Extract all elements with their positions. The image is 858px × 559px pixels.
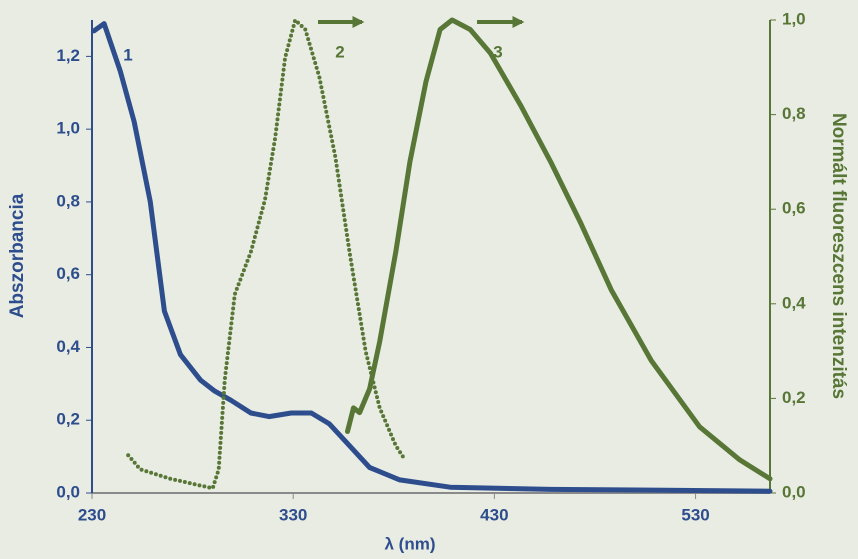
y2-tick-label: 0,8	[782, 104, 806, 123]
x-tick-label: 530	[681, 505, 709, 524]
series-line	[126, 18, 406, 491]
y-tick-label: 0,0	[56, 482, 80, 501]
series-line	[91, 21, 773, 494]
series-label: 1	[123, 45, 132, 64]
y-tick-label: 0,6	[56, 264, 80, 283]
y-tick-label: 1,0	[56, 119, 80, 138]
y-tick-label: 1,2	[56, 46, 80, 65]
series-label: 2	[335, 42, 344, 61]
y-tick-label: 0,4	[56, 337, 80, 356]
y-tick-label: 0,2	[56, 410, 80, 429]
x-tick-label: 230	[78, 505, 106, 524]
y-axis-title: Abszorbancia	[7, 193, 28, 318]
y2-tick-label: 1,0	[782, 9, 806, 28]
y2-tick-label: 0,6	[782, 199, 806, 218]
y2-tick-label: 0,0	[782, 482, 806, 501]
series-label: 3	[493, 42, 502, 61]
y2-axis-title: Normált fluoreszcens intenzitás	[828, 113, 849, 399]
y2-tick-label: 0,4	[782, 293, 806, 312]
x-axis-title: λ (nm)	[385, 534, 436, 553]
series-line	[345, 17, 773, 482]
y2-tick-label: 0,2	[782, 388, 806, 407]
x-tick-label: 430	[480, 505, 508, 524]
y-tick-label: 0,8	[56, 191, 80, 210]
x-tick-label: 330	[279, 505, 307, 524]
